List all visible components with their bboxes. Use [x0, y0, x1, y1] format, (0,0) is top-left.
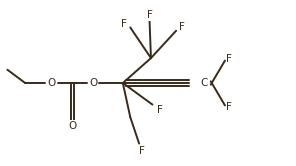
Text: F: F: [147, 10, 152, 20]
Text: O: O: [68, 121, 77, 131]
Text: F: F: [157, 105, 163, 115]
Text: C: C: [201, 78, 208, 88]
Text: F: F: [179, 22, 185, 32]
Text: O: O: [89, 78, 97, 88]
Text: F: F: [121, 19, 127, 29]
Text: F: F: [139, 146, 145, 156]
Text: F: F: [226, 102, 232, 112]
Text: O: O: [48, 78, 56, 88]
Text: F: F: [226, 54, 232, 64]
